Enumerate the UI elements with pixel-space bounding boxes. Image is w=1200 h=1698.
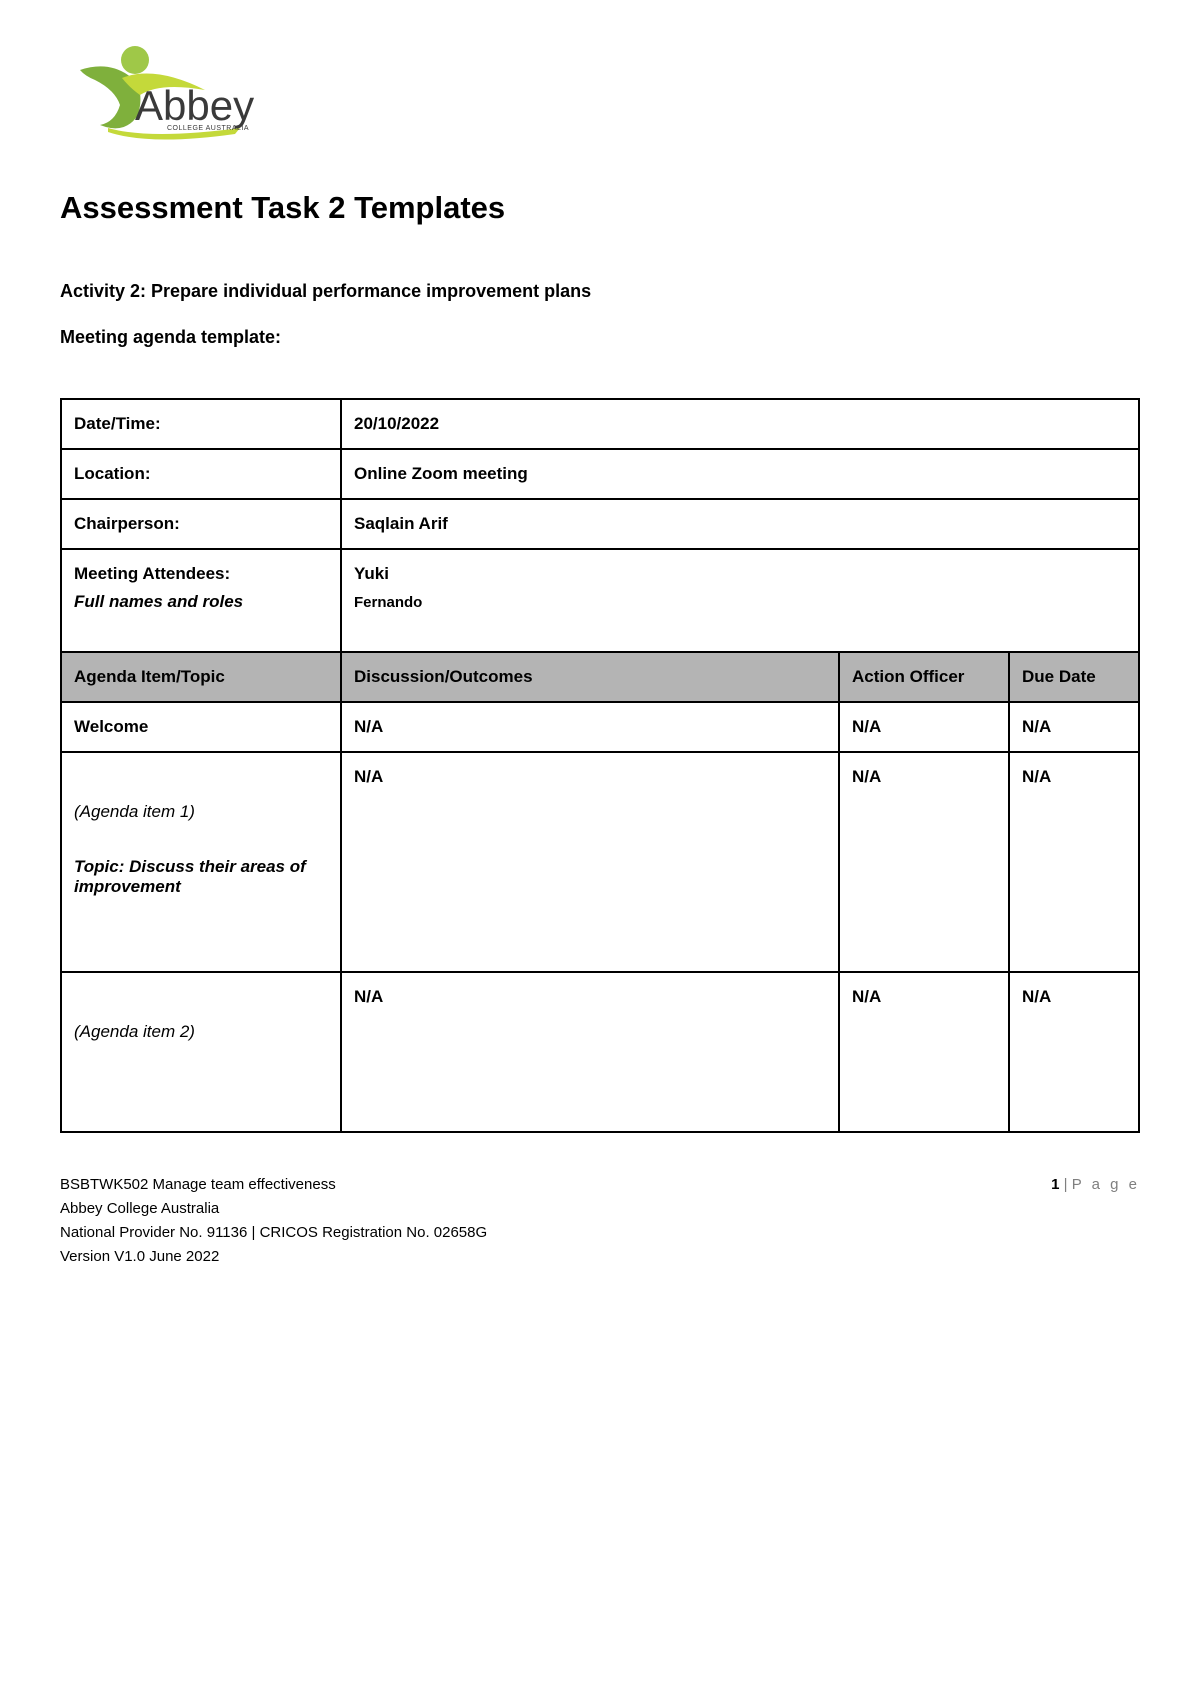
welcome-discussion: N/A xyxy=(341,702,839,752)
welcome-officer: N/A xyxy=(839,702,1009,752)
header-discussion: Discussion/Outcomes xyxy=(341,652,839,702)
page-number: 1 xyxy=(1051,1176,1059,1193)
footer-registration: National Provider No. 91136 | CRICOS Reg… xyxy=(60,1221,1140,1245)
svg-text:COLLEGE AUSTRALIA: COLLEGE AUSTRALIA xyxy=(167,125,249,132)
agenda-item-2-due: N/A xyxy=(1009,972,1139,1132)
agenda-item-2-officer: N/A xyxy=(839,972,1009,1132)
agenda-header-row: Agenda Item/Topic Discussion/Outcomes Ac… xyxy=(61,652,1139,702)
page-footer: BSBTWK502 Manage team effectiveness 1 | … xyxy=(60,1173,1140,1269)
agenda-item-2-row: (Agenda item 2) N/A N/A N/A xyxy=(61,972,1139,1132)
agenda-item-1-officer: N/A xyxy=(839,752,1009,972)
chairperson-row: Chairperson: Saqlain Arif xyxy=(61,499,1139,549)
meeting-agenda-subtitle: Meeting agenda template: xyxy=(60,327,1140,348)
location-row: Location: Online Zoom meeting xyxy=(61,449,1139,499)
activity-heading: Activity 2: Prepare individual performan… xyxy=(60,281,1140,302)
date-value: 20/10/2022 xyxy=(341,399,1139,449)
agenda-item-1-row: (Agenda item 1) Topic: Discuss their are… xyxy=(61,752,1139,972)
header-due: Due Date xyxy=(1009,652,1139,702)
attendees-sublabel: Full names and roles xyxy=(74,592,328,612)
attendees-row: Meeting Attendees: Full names and roles … xyxy=(61,549,1139,652)
attendees-label: Meeting Attendees: xyxy=(74,564,230,583)
page-label: P a g e xyxy=(1072,1176,1140,1193)
page-title: Assessment Task 2 Templates xyxy=(60,190,1140,226)
chairperson-label: Chairperson: xyxy=(61,499,341,549)
header-topic: Agenda Item/Topic xyxy=(61,652,341,702)
chairperson-value: Saqlain Arif xyxy=(341,499,1139,549)
welcome-topic: Welcome xyxy=(61,702,341,752)
meeting-agenda-table: Date/Time: 20/10/2022 Location: Online Z… xyxy=(60,398,1140,1133)
page-indicator: 1 | P a g e xyxy=(1051,1173,1140,1197)
agenda-item-1-topic: Topic: Discuss their areas of improvemen… xyxy=(74,857,328,897)
attendee-primary: Yuki xyxy=(354,564,389,583)
agenda-item-2-label: (Agenda item 2) xyxy=(74,1022,328,1042)
footer-college: Abbey College Australia xyxy=(60,1197,1140,1221)
attendees-value-cell: Yuki Fernando xyxy=(341,549,1139,652)
footer-course: BSBTWK502 Manage team effectiveness xyxy=(60,1173,336,1197)
header-officer: Action Officer xyxy=(839,652,1009,702)
agenda-item-1-label: (Agenda item 1) xyxy=(74,802,328,822)
footer-line-1: BSBTWK502 Manage team effectiveness 1 | … xyxy=(60,1173,1140,1197)
date-label: Date/Time: xyxy=(61,399,341,449)
location-label: Location: xyxy=(61,449,341,499)
footer-version: Version V1.0 June 2022 xyxy=(60,1245,1140,1269)
attendees-label-cell: Meeting Attendees: Full names and roles xyxy=(61,549,341,652)
attendee-secondary: Fernando xyxy=(354,594,1126,611)
date-row: Date/Time: 20/10/2022 xyxy=(61,399,1139,449)
agenda-item-1-topic-cell: (Agenda item 1) Topic: Discuss their are… xyxy=(61,752,341,972)
welcome-due: N/A xyxy=(1009,702,1139,752)
welcome-row: Welcome N/A N/A N/A xyxy=(61,702,1139,752)
agenda-item-1-discussion: N/A xyxy=(341,752,839,972)
agenda-item-1-due: N/A xyxy=(1009,752,1139,972)
agenda-item-2-discussion: N/A xyxy=(341,972,839,1132)
location-value: Online Zoom meeting xyxy=(341,449,1139,499)
svg-text:Abbey: Abbey xyxy=(135,82,254,129)
abbey-logo: Abbey COLLEGE AUSTRALIA xyxy=(60,40,310,150)
logo-container: Abbey COLLEGE AUSTRALIA xyxy=(60,40,1140,155)
agenda-item-2-topic-cell: (Agenda item 2) xyxy=(61,972,341,1132)
